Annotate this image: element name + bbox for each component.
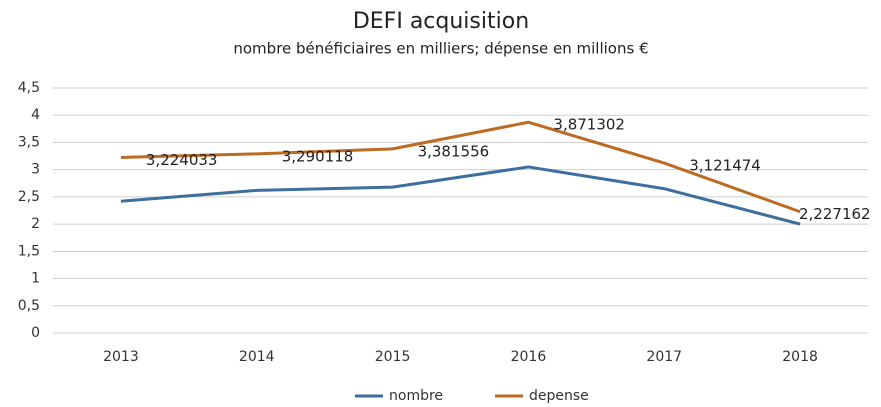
- x-tick-label: 2018: [782, 349, 818, 365]
- y-tick-label: 4: [31, 107, 40, 123]
- y-tick-label: 4,5: [18, 80, 40, 96]
- data-label: 3,224033: [146, 151, 218, 169]
- data-label: 3,290118: [282, 147, 354, 165]
- series-line: [120, 120, 801, 214]
- legend-label: depense: [529, 388, 589, 404]
- series-line: [120, 165, 801, 226]
- chart-subtitle: nombre bénéficiaires en milliers; dépens…: [233, 40, 648, 58]
- y-tick-label: 1,5: [18, 243, 40, 259]
- data-label: 2,227162: [799, 205, 871, 223]
- x-tick-label: 2015: [375, 349, 411, 365]
- data-label: 3,121474: [689, 157, 761, 175]
- y-tick-label: 2,5: [18, 189, 40, 205]
- y-tick-label: 0,5: [18, 298, 40, 314]
- chart-title: DEFI acquisition: [353, 9, 529, 34]
- legend-label: nombre: [389, 388, 443, 404]
- data-label: 3,381556: [418, 142, 490, 160]
- x-tick-label: 2014: [239, 349, 275, 365]
- y-tick-label: 0: [31, 325, 40, 341]
- data-label: 3,871302: [553, 116, 625, 134]
- y-tick-label: 2: [31, 216, 40, 232]
- x-tick-label: 2013: [103, 349, 139, 365]
- y-tick-label: 3: [31, 162, 40, 178]
- x-tick-label: 2016: [511, 349, 547, 365]
- y-tick-label: 1: [31, 271, 40, 287]
- y-tick-label: 3,5: [18, 134, 40, 150]
- x-tick-label: 2017: [646, 349, 682, 365]
